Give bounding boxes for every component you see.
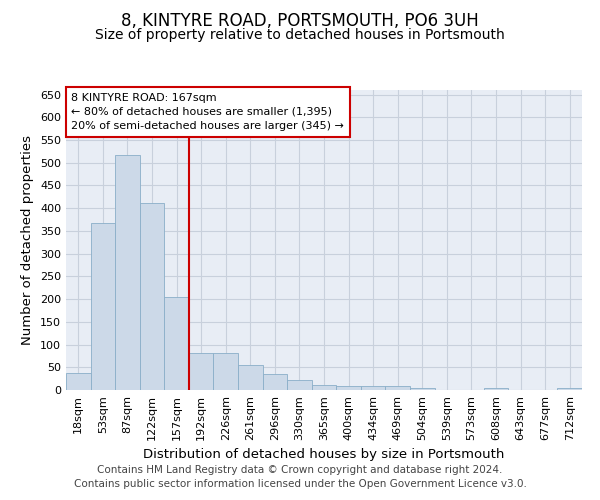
Bar [238,365,263,390]
Bar [410,388,434,390]
Bar [189,352,214,390]
Text: 8 KINTYRE ROAD: 167sqm
← 80% of detached houses are smaller (1,395)
20% of semi-: 8 KINTYRE ROAD: 167sqm ← 80% of detached… [71,93,344,131]
Bar [140,203,164,390]
Bar [361,386,385,390]
Text: 8, KINTYRE ROAD, PORTSMOUTH, PO6 3UH: 8, KINTYRE ROAD, PORTSMOUTH, PO6 3UH [121,12,479,30]
Bar [115,156,140,390]
Bar [557,388,582,390]
X-axis label: Distribution of detached houses by size in Portsmouth: Distribution of detached houses by size … [143,448,505,461]
Bar [214,352,238,390]
Bar [336,386,361,390]
Bar [312,385,336,390]
Bar [263,374,287,390]
Bar [66,373,91,390]
Bar [91,223,115,390]
Text: Contains HM Land Registry data © Crown copyright and database right 2024.
Contai: Contains HM Land Registry data © Crown c… [74,465,526,489]
Bar [484,388,508,390]
Bar [287,380,312,390]
Y-axis label: Number of detached properties: Number of detached properties [22,135,34,345]
Bar [164,297,189,390]
Bar [385,386,410,390]
Text: Size of property relative to detached houses in Portsmouth: Size of property relative to detached ho… [95,28,505,42]
